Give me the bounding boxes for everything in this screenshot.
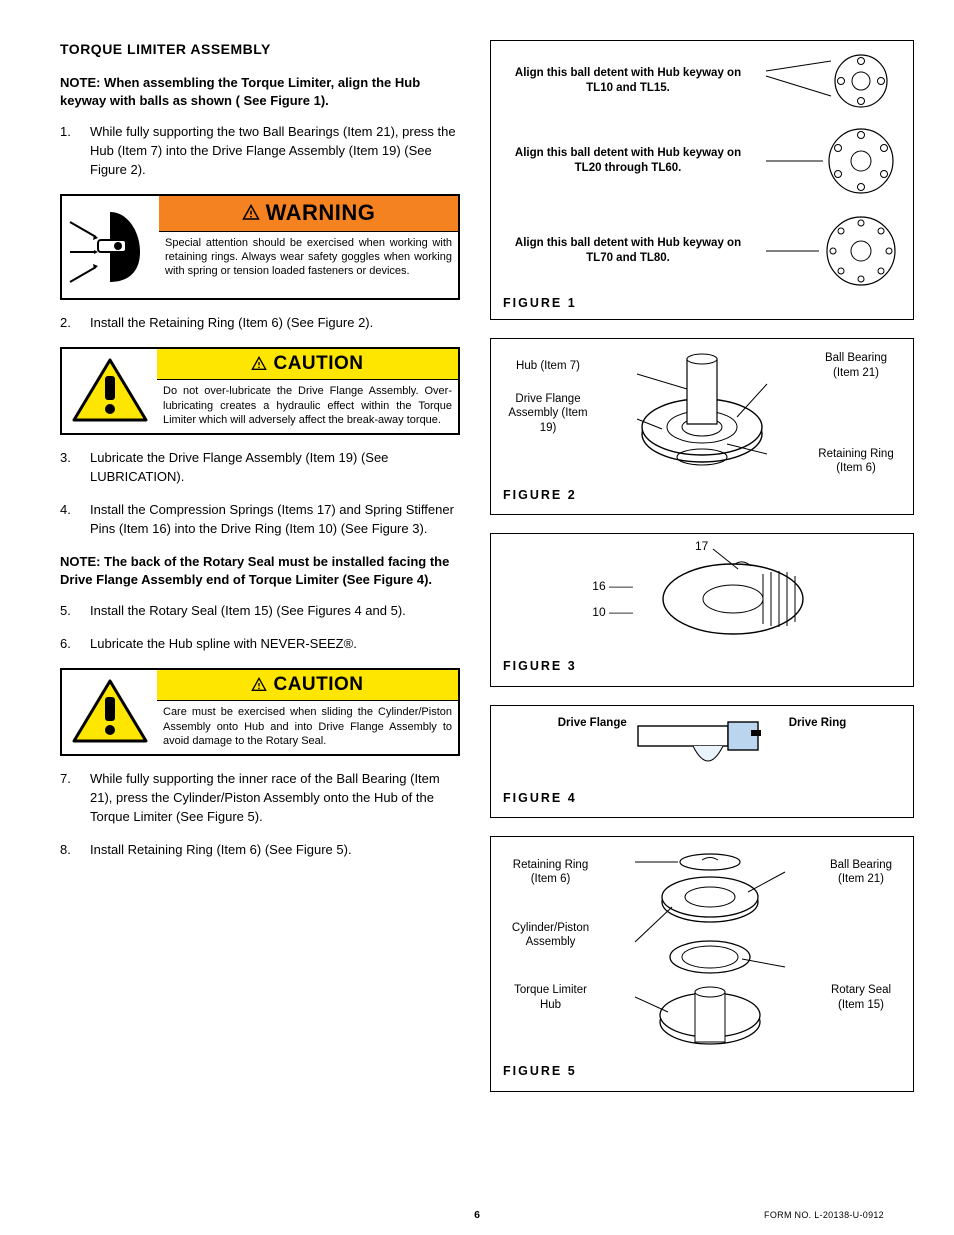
- fig1-text-1: Align this ball detent with Hub keyway o…: [503, 66, 753, 96]
- step-4: 4.Install the Compression Springs (Items…: [60, 501, 460, 539]
- alert-triangle-icon: [251, 356, 267, 372]
- steps-block-2: 2.Install the Retaining Ring (Item 6) (S…: [60, 314, 460, 333]
- figure-4: Drive Flange Drive Ring FIGURE 4: [490, 705, 914, 819]
- caution-body-1: Do not over-lubricate the Drive Flange A…: [157, 380, 458, 433]
- fig2-ball-label: Ball Bearing (Item 21): [811, 351, 901, 380]
- alert-triangle-icon: [251, 677, 267, 693]
- fig1-diagram-1: [761, 51, 901, 111]
- warning-body: Special attention should be exercised wh…: [159, 232, 458, 285]
- fig5-ball-label: Ball Bearing (Item 21): [821, 858, 901, 887]
- page-number: 6: [474, 1208, 480, 1223]
- steps-block-5: 7.While fully supporting the inner race …: [60, 770, 460, 859]
- caution-header-1: CAUTION: [157, 349, 458, 381]
- figure-1: Align this ball detent with Hub keyway o…: [490, 40, 914, 320]
- fig3-diagram: [643, 544, 833, 654]
- fig2-hub-label: Hub (Item 7): [503, 359, 593, 373]
- note-2: NOTE: The back of the Rotary Seal must b…: [60, 553, 460, 591]
- step-6: 6.Lubricate the Hub spline with NEVER-SE…: [60, 635, 460, 654]
- goggles-icon: [62, 196, 159, 298]
- step-3: 3.Lubricate the Drive Flange Assembly (I…: [60, 449, 460, 487]
- figure-5-label: FIGURE 5: [503, 1063, 901, 1081]
- caution-body-2: Care must be exercised when sliding the …: [157, 701, 458, 754]
- fig5-retaining-label: Retaining Ring (Item 6): [503, 858, 598, 887]
- fig2-flange-label: Drive Flange Assembly (Item 19): [503, 392, 593, 435]
- step-7: 7.While fully supporting the inner race …: [60, 770, 460, 827]
- fig1-diagram-2: [761, 121, 901, 201]
- figure-4-label: FIGURE 4: [503, 790, 901, 808]
- fig4-diagram: [633, 716, 783, 786]
- caution-triangle-icon: [62, 349, 157, 433]
- warning-box: WARNING Special attention should be exer…: [60, 194, 460, 300]
- caution-box-1: CAUTION Do not over-lubricate the Drive …: [60, 347, 460, 435]
- fig2-diagram: [627, 349, 777, 479]
- figure-5: Retaining Ring (Item 6) Ball: [490, 836, 914, 1092]
- fig1-text-2: Align this ball detent with Hub keyway o…: [503, 146, 753, 176]
- steps-block-1: 1.While fully supporting the two Ball Be…: [60, 123, 460, 180]
- fig5-diagram: [630, 847, 790, 1057]
- figure-3: 16 —— 10 —— 17 FIGURE 3: [490, 533, 914, 687]
- fig1-diagram-3: [761, 211, 901, 291]
- figure-2-label: FIGURE 2: [503, 487, 901, 505]
- alert-triangle-icon: [242, 204, 260, 222]
- fig4-left-label: Drive Flange: [558, 716, 627, 731]
- steps-block-4: 5.Install the Rotary Seal (Item 15) (See…: [60, 602, 460, 654]
- caution-header-2: CAUTION: [157, 670, 458, 702]
- fig2-ring-label: Retaining Ring (Item 6): [811, 447, 901, 476]
- fig1-text-3: Align this ball detent with Hub keyway o…: [503, 236, 753, 266]
- steps-block-3: 3.Lubricate the Drive Flange Assembly (I…: [60, 449, 460, 538]
- caution-triangle-icon: [62, 670, 157, 754]
- step-5: 5.Install the Rotary Seal (Item 15) (See…: [60, 602, 460, 621]
- step-2: 2.Install the Retaining Ring (Item 6) (S…: [60, 314, 460, 333]
- fig5-hub-label: Torque Limiter Hub: [503, 983, 598, 1012]
- form-number: FORM NO. L-20138-U-0912: [764, 1209, 884, 1222]
- note-1: NOTE: When assembling the Torque Limiter…: [60, 74, 460, 112]
- fig5-cylinder-label: Cylinder/Piston Assembly: [503, 921, 598, 950]
- fig4-right-label: Drive Ring: [789, 716, 847, 731]
- figure-2: Hub (Item 7) Ball Bearing (Item 21) Driv…: [490, 338, 914, 516]
- step-1: 1.While fully supporting the two Ball Be…: [60, 123, 460, 180]
- fig5-rotary-label: Rotary Seal (Item 15): [821, 983, 901, 1012]
- section-title: TORQUE LIMITER ASSEMBLY: [60, 40, 460, 60]
- warning-header: WARNING: [159, 196, 458, 232]
- step-8: 8.Install Retaining Ring (Item 6) (See F…: [60, 841, 460, 860]
- caution-box-2: CAUTION Care must be exercised when slid…: [60, 668, 460, 756]
- figure-3-label: FIGURE 3: [503, 658, 901, 676]
- figure-1-label: FIGURE 1: [503, 295, 901, 313]
